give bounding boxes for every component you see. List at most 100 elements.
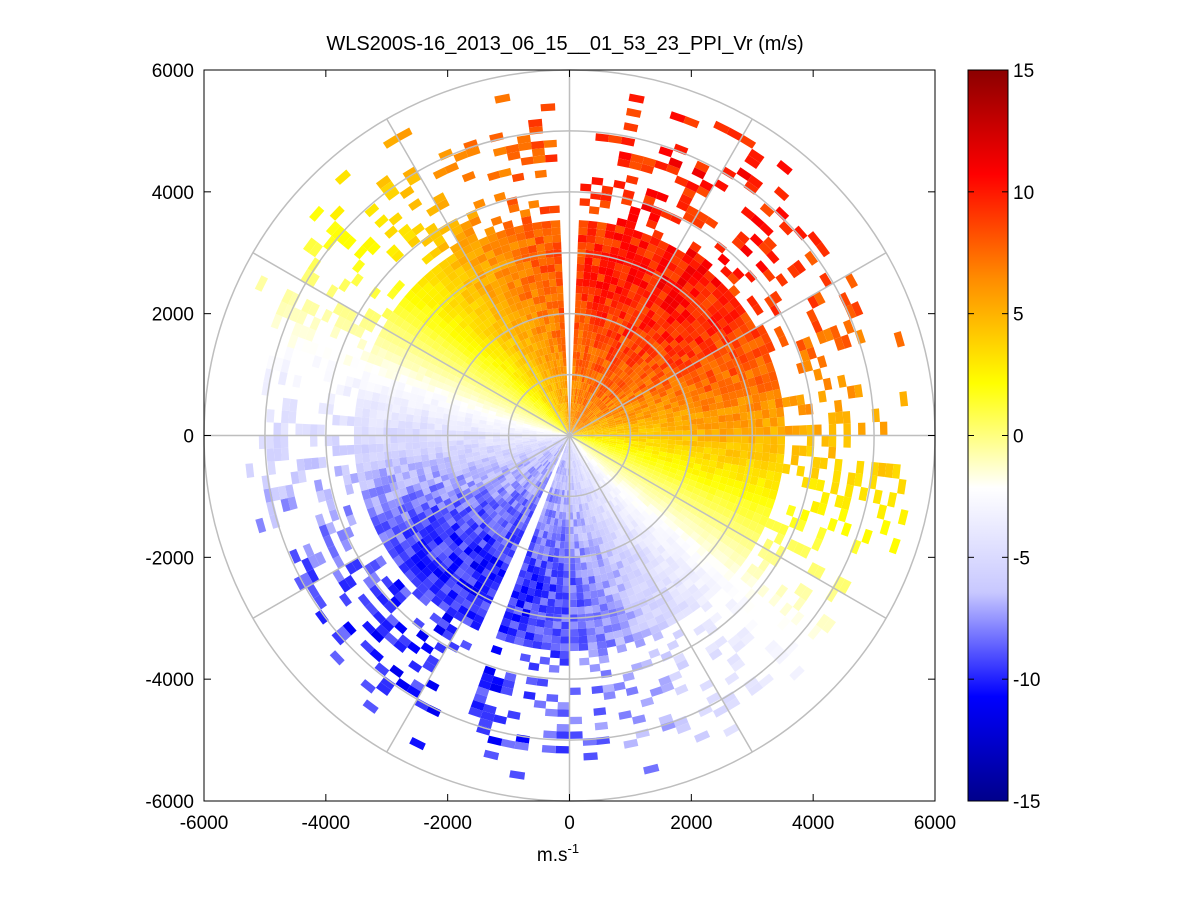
velocity-cell [468, 550, 479, 561]
velocity-cell [647, 533, 657, 543]
velocity-cell [542, 634, 552, 643]
velocity-cell [651, 548, 661, 559]
velocity-cell [695, 535, 706, 546]
velocity-cell [601, 469, 609, 476]
velocity-cell [583, 447, 590, 453]
velocity-cell [553, 449, 559, 456]
velocity-cell [500, 519, 509, 529]
velocity-cell [587, 412, 594, 419]
velocity-cell [429, 459, 438, 467]
velocity-cell [283, 346, 295, 361]
velocity-cell [746, 295, 759, 308]
velocity-cell [670, 462, 679, 470]
velocity-cell [508, 386, 517, 394]
velocity-cell [562, 453, 566, 461]
velocity-cell [405, 376, 415, 386]
velocity-cell [573, 344, 578, 352]
velocity-cell [598, 655, 610, 664]
velocity-cell [872, 489, 883, 505]
velocity-cell [561, 403, 564, 411]
velocity-cell [581, 337, 587, 346]
velocity-cell [474, 459, 483, 466]
velocity-cell [419, 381, 429, 391]
velocity-cell [610, 330, 618, 340]
velocity-cell [554, 397, 559, 406]
velocity-cell [626, 306, 636, 316]
velocity-cell [737, 396, 746, 406]
velocity-cell [614, 636, 626, 646]
velocity-cell [683, 578, 694, 590]
velocity-cell [530, 425, 538, 429]
velocity-cell [544, 427, 553, 431]
velocity-cell [522, 425, 531, 429]
velocity-cell [507, 549, 516, 559]
velocity-cell [665, 555, 676, 566]
velocity-cell [484, 346, 493, 356]
velocity-cell [602, 683, 615, 693]
velocity-cell [583, 407, 589, 415]
velocity-cell [453, 150, 469, 162]
velocity-cell [487, 256, 499, 267]
velocity-cell [547, 598, 556, 607]
velocity-cell [562, 403, 566, 411]
velocity-cell [310, 435, 318, 447]
velocity-cell [542, 228, 552, 237]
velocity-cell [410, 553, 422, 565]
velocity-cell [586, 471, 592, 479]
velocity-cell [731, 457, 740, 466]
velocity-cell [686, 205, 700, 218]
velocity-cell [585, 423, 593, 428]
velocity-cell [572, 351, 577, 359]
velocity-cell [642, 537, 652, 547]
velocity-cell [524, 500, 532, 509]
velocity-cell [633, 376, 642, 385]
velocity-cell [375, 435, 384, 444]
velocity-cell [575, 460, 578, 468]
velocity-cell [616, 378, 624, 387]
velocity-cell [437, 618, 450, 630]
velocity-cell [558, 444, 564, 451]
velocity-cell [634, 409, 643, 415]
velocity-cell [470, 439, 479, 445]
velocity-cell [610, 498, 618, 507]
velocity-cell [608, 444, 616, 448]
velocity-cell [442, 303, 454, 314]
velocity-cell [760, 400, 769, 411]
velocity-cell [428, 275, 441, 288]
velocity-cell [453, 248, 466, 260]
velocity-cell [577, 423, 584, 429]
velocity-cell [621, 533, 630, 543]
velocity-cell [551, 432, 559, 435]
velocity-cell [611, 384, 619, 392]
velocity-cell [406, 685, 422, 699]
velocity-cell [551, 431, 559, 434]
velocity-cell [552, 337, 558, 346]
velocity-cell [618, 510, 627, 519]
velocity-cell [546, 331, 553, 340]
velocity-cell [587, 346, 594, 355]
velocity-cell [858, 422, 866, 436]
velocity-cell [463, 392, 472, 400]
velocity-cell [504, 408, 513, 415]
velocity-cell [518, 324, 527, 333]
velocity-cell [675, 546, 686, 557]
velocity-cell [639, 581, 649, 592]
velocity-cell [496, 365, 505, 374]
velocity-cell [536, 429, 545, 433]
velocity-cell [470, 426, 479, 432]
velocity-cell [607, 419, 615, 424]
velocity-cell [491, 400, 500, 407]
velocity-cell [523, 260, 533, 270]
velocity-cell [496, 516, 505, 526]
velocity-cell [485, 428, 493, 433]
velocity-cell [473, 613, 485, 625]
velocity-cell [586, 427, 595, 431]
velocity-cell [725, 501, 735, 512]
velocity-cell [557, 443, 563, 450]
velocity-cell [545, 346, 552, 355]
velocity-cell [767, 399, 777, 410]
velocity-cell [570, 439, 573, 447]
velocity-cell [453, 464, 462, 472]
velocity-cell [427, 447, 436, 455]
velocity-cell [581, 480, 586, 489]
